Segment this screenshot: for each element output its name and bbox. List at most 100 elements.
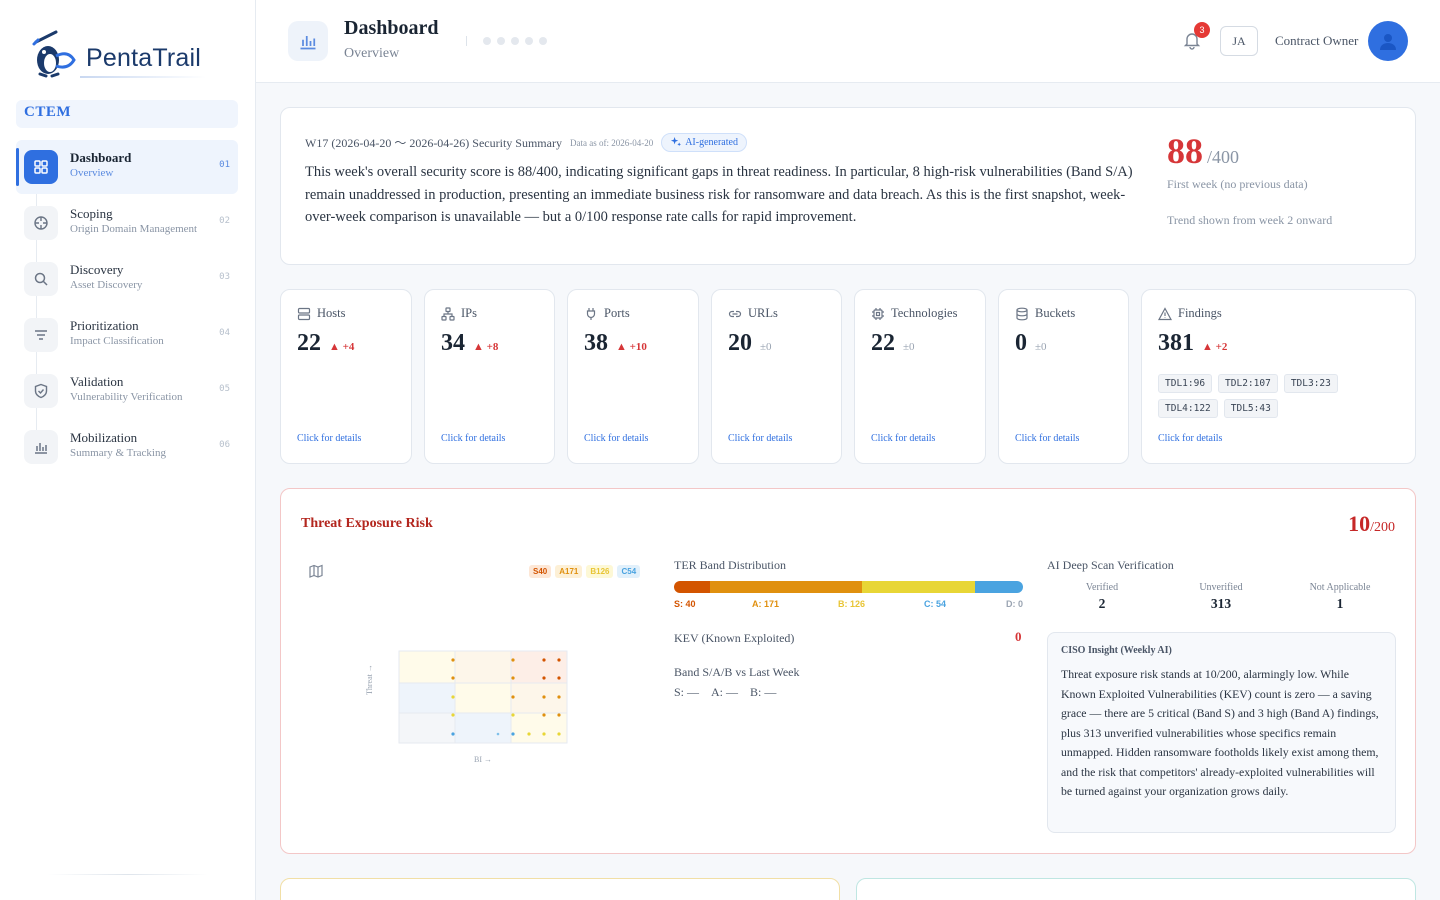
header-separator [466,36,467,46]
metric-value-row: 20 ±0 [728,330,772,357]
metric-label: Hosts [317,306,346,320]
nav-title: Prioritization [70,318,139,333]
legend-c: C54 [617,565,641,578]
ter-label-b: B: 126 [838,599,866,609]
ai-unverified: Unverified 313 [1161,582,1281,612]
server-icon [297,307,311,320]
nav-title: Validation [70,374,124,389]
ai-col-label: Unverified [1199,582,1243,593]
user-initials-button[interactable]: JA [1220,26,1258,56]
metric-card-technologies[interactable]: Technologies 22 ±0 Click for details [854,289,986,464]
weekly-summary-card: W17 (2026-04-20 〜 2026-04-26) Security S… [280,107,1416,265]
nav-number: 01 [219,160,230,170]
ter-label-c: C: 54 [924,599,947,609]
crosshair-icon [24,206,58,240]
ai-not-applicable: Not Applicable 1 [1280,582,1400,612]
metric-header: URLs [728,306,778,321]
section-label: CTEM [16,100,238,128]
metric-value-row: 22 ±0 [871,330,915,357]
metric-delta: ±0 [1035,341,1047,353]
ter-segment-c [974,581,1023,593]
page-subtitle: Overview [344,46,400,61]
details-link[interactable]: Click for details [728,433,793,444]
threat-score: 10/200 [1348,511,1395,537]
nav-subtitle: Overview [70,167,114,179]
details-link[interactable]: Click for details [871,433,936,444]
metric-value: 22 [871,330,895,356]
ai-col-value: 2 [1098,596,1106,611]
tdl-chip: TDL5:43 [1223,399,1278,418]
details-link[interactable]: Click for details [297,433,362,444]
security-score: 88 /400 [1167,130,1239,172]
metric-value: 34 [441,330,465,356]
nav-subtitle: Impact Classification [70,335,164,347]
metric-header: Hosts [297,306,345,321]
sidebar-item-prioritization[interactable]: Prioritization Impact Classification 04 [16,308,238,362]
nav-number: 05 [219,384,230,394]
metric-delta: ±0 [903,341,915,353]
next-card-right [856,878,1416,900]
nav-number: 06 [219,440,230,450]
ter-label-a: A: 171 [752,599,780,609]
map-icon[interactable] [309,564,323,583]
ai-col-label: Verified [1085,582,1119,593]
ciso-insight-panel: CISO Insight (Weekly AI) Threat exposure… [1047,632,1396,833]
avatar[interactable] [1368,21,1408,61]
details-link[interactable]: Click for details [441,433,506,444]
summary-week: W17 (2026-04-20 〜 2026-04-26) Security S… [305,136,562,150]
database-icon [1016,307,1028,320]
ai-generated-badge: AI-generated [661,133,747,152]
summary-header: W17 (2026-04-20 〜 2026-04-26) Security S… [305,133,747,152]
metric-label: Ports [604,306,630,320]
metric-value: 20 [728,330,752,356]
ter-segment-s [674,581,710,593]
metric-label: IPs [461,306,477,320]
score-value: 88 [1167,131,1203,171]
brand-name: PentaTrail [86,43,202,72]
logo-underline [80,76,206,78]
metric-value-row: 38 ▲ +10 [584,330,647,357]
legend-s: S40 [529,565,552,578]
ciso-text: Threat exposure risk stands at 10/200, a… [1061,667,1379,798]
details-link[interactable]: Click for details [1158,433,1223,444]
details-link[interactable]: Click for details [584,433,649,444]
sidebar-item-validation[interactable]: Validation Vulnerability Verification 05 [16,364,238,418]
sidebar-item-mobilization[interactable]: Mobilization Summary & Tracking 06 [16,420,238,474]
nav-number: 04 [219,328,230,338]
sidebar-divider [48,874,208,875]
metric-card-buckets[interactable]: Buckets 0 ±0 Click for details [998,289,1129,464]
metric-card-findings[interactable]: Findings 381 ▲ +2 TDL1:96 TDL2:107 TDL3:… [1141,289,1416,464]
metric-label: URLs [748,306,778,320]
metric-card-ports[interactable]: Ports 38 ▲ +10 Click for details [567,289,699,464]
summary-as-of: Data as of: 2026-04-20 [569,137,654,148]
shield-icon [24,374,58,408]
search-icon [24,262,58,296]
metric-card-hosts[interactable]: Hosts 22 ▲ +4 Click for details [280,289,412,464]
ai-verified: Verified 2 [1042,582,1162,612]
metric-card-urls[interactable]: URLs 20 ±0 Click for details [711,289,842,464]
ai-deep-scan-title: AI Deep Scan Verification [1047,558,1174,572]
nav-subtitle: Summary & Tracking [70,447,166,459]
metric-value-row: 22 ▲ +4 [297,330,354,357]
band-values: S: — A: — B: — [674,685,776,700]
ai-generated-label: AI-generated [685,137,738,148]
ai-col-label: Not Applicable [1309,582,1371,593]
ter-segment-a [709,581,863,593]
nav-subtitle: Vulnerability Verification [70,391,183,403]
sidebar-item-dashboard[interactable]: Dashboard Overview 01 [16,140,238,194]
ai-col-value: 1 [1336,596,1344,611]
nav-title: Scoping [70,206,113,221]
details-link[interactable]: Click for details [1015,433,1080,444]
sidebar-item-discovery[interactable]: Discovery Asset Discovery 03 [16,252,238,306]
ter-segment-b [862,581,975,593]
notification-badge: 3 [1194,22,1210,38]
ter-distribution-bar [674,581,1023,593]
ciso-title: CISO Insight (Weekly AI) [1061,645,1172,656]
metric-delta: ▲ +4 [329,341,355,353]
risk-matrix [398,650,568,744]
metric-card-ips[interactable]: IPs 34 ▲ +8 Click for details [424,289,555,464]
sidebar-item-scoping[interactable]: Scoping Origin Domain Management 02 [16,196,238,250]
metric-value: 22 [297,330,321,356]
brand-logo[interactable]: PentaTrail [28,30,201,82]
metric-value-row: 0 ±0 [1015,330,1047,357]
